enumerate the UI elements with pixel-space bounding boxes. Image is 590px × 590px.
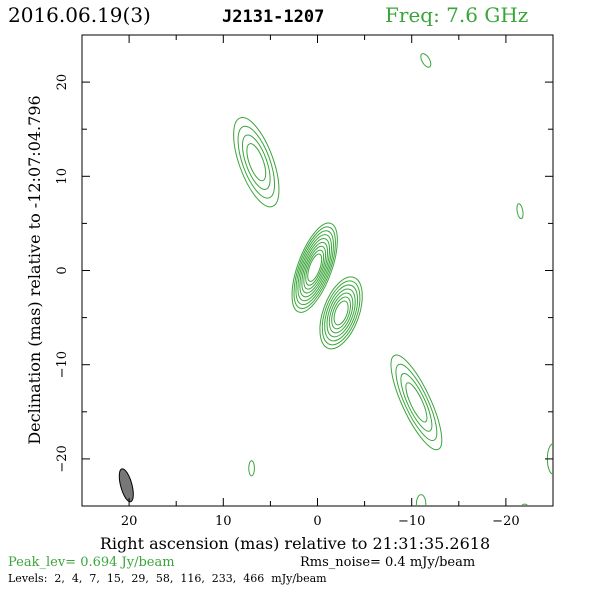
y-tick-label: 0	[55, 266, 70, 274]
y-tick-label: 20	[55, 74, 70, 91]
contour-core-level-9	[307, 253, 323, 282]
contour-north-east-feature-level-3	[241, 134, 271, 190]
contour-levels: Levels: 2, 4, 7, 15, 29, 58, 116, 233, 4…	[8, 572, 327, 585]
contour-core-level-4	[297, 234, 332, 302]
contour-spot-south-level-1	[248, 460, 255, 477]
contour-jet-knot-level-6	[331, 296, 351, 330]
contour-core-level-6	[301, 241, 329, 294]
y-tick-label: 10	[55, 168, 70, 185]
beam-layer	[118, 468, 134, 503]
contour-edge-bottom-right-level-1	[521, 503, 529, 506]
contour-jet-knot-level-3	[324, 284, 359, 342]
contour-jet-knot-level-2	[321, 280, 361, 346]
contour-jet-knot-level-4	[326, 288, 356, 338]
contour-layer	[233, 53, 553, 506]
contour-south-west-feature-level-4	[405, 382, 428, 423]
contour-south-west-feature-level-2	[395, 363, 438, 442]
contour-core-level-5	[299, 238, 331, 298]
contour-north-east-feature-level-1	[233, 117, 280, 208]
y-tick-label: −20	[55, 445, 70, 472]
contour-spot-east-level-1	[516, 203, 524, 220]
contour-core-level-2	[293, 226, 336, 309]
y-axis-label: Declination (mas) relative to -12:07:04.…	[25, 95, 44, 444]
rms-noise: Rms_noise= 0.4 mJy/beam	[300, 555, 475, 570]
x-tick-label: −10	[398, 514, 425, 529]
y-tick-label: −10	[55, 351, 70, 378]
contour-edge-bottom-level-1	[415, 494, 427, 506]
contour-north-east-feature-level-2	[237, 125, 276, 199]
x-tick-label: 10	[215, 514, 232, 529]
contour-jet-knot-level-7	[333, 300, 349, 326]
contour-south-west-feature-level-1	[390, 354, 443, 451]
x-tick-label: −20	[492, 514, 519, 529]
axis-tick-labels: 20 10 0 −10 −20 20 10 0 −10 −20	[55, 74, 520, 529]
x-axis-label: Right ascension (mas) relative to 21:31:…	[100, 534, 490, 553]
beam-ellipse	[118, 468, 134, 503]
contour-core-level-1	[291, 222, 338, 313]
contour-jet-knot-level-5	[328, 292, 354, 334]
contour-north-east-feature-level-4	[246, 143, 267, 182]
contour-core-level-8	[305, 249, 325, 286]
contour-spot-north-level-1	[420, 53, 432, 68]
observation-date: 2016.06.19(3)	[8, 3, 151, 27]
frequency-label: Freq: 7.6 GHz	[385, 3, 528, 27]
contour-core-level-3	[295, 230, 334, 306]
x-tick-label: 20	[121, 514, 138, 529]
peak-level: Peak_lev= 0.694 Jy/beam	[8, 555, 175, 570]
plot-frame	[81, 34, 554, 507]
contour-jet-knot-level-1	[319, 276, 363, 350]
contour-south-west-feature-level-3	[400, 373, 433, 432]
axis-ticks	[81, 34, 554, 507]
source-name: J2131-1207	[222, 7, 324, 27]
contour-core-level-7	[303, 245, 327, 290]
x-tick-label: 0	[313, 514, 321, 529]
